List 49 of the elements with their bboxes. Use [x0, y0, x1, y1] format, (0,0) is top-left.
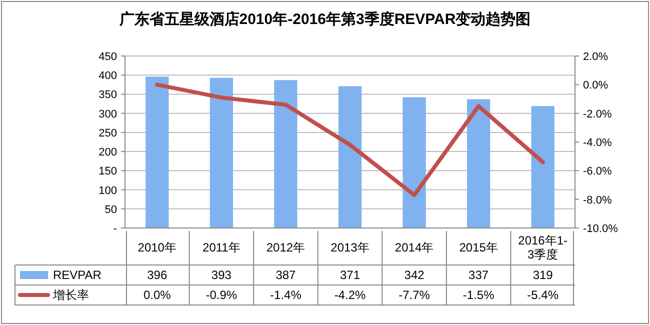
data-label: -7.7% [398, 288, 430, 302]
data-label: -1.4% [270, 288, 302, 302]
legend-label: 增长率 [52, 288, 89, 302]
y-tick-label: - [113, 223, 118, 235]
y2-tick-label: -10.0% [583, 223, 618, 235]
line-series [155, 82, 545, 198]
x-tick-label: 2012年 [266, 240, 306, 254]
y-tick-label: 300 [98, 108, 117, 120]
y-tick-label: 150 [98, 166, 117, 178]
y-tick-label: 350 [98, 89, 117, 102]
data-label: -4.2% [334, 288, 366, 302]
bar [146, 76, 169, 228]
y2-tick-label: -2.0% [583, 108, 612, 120]
data-label: 0.0% [143, 288, 172, 302]
data-label: 319 [532, 268, 554, 282]
y2-tick-label: 0.0% [583, 80, 608, 92]
y-tick-label: 400 [98, 70, 117, 82]
y2-tick-label: -4.0% [583, 137, 612, 149]
legend-label: REVPAR [53, 268, 102, 282]
y-tick-label: 200 [98, 146, 117, 159]
x-tick-label: 2011年 [202, 240, 240, 254]
data-label: -0.9% [206, 288, 238, 302]
bar [402, 97, 426, 228]
bar [338, 86, 362, 228]
x-tick-label: 2010年 [138, 240, 176, 254]
data-label: 342 [404, 268, 425, 282]
y2-tick-label: -8.0% [583, 194, 612, 206]
y2-tick-label: -6.0% [583, 166, 612, 178]
bar [274, 80, 298, 228]
data-label: -5.4% [527, 288, 559, 302]
x-tick-label: 2013年 [330, 240, 370, 254]
y-tick-label: 50 [104, 204, 117, 216]
bar [531, 106, 554, 228]
y2-tick-label: 2.0% [583, 51, 608, 63]
y-tick-label: 450 [98, 51, 117, 63]
chart-title: 广东省五星级酒店2010年-2016年第3季度REVPAR变动趋势图 [118, 10, 531, 28]
bar [467, 99, 490, 228]
x-tick-label: 2015年 [459, 240, 498, 254]
data-label: 371 [340, 268, 360, 282]
data-label: 337 [468, 268, 489, 282]
x-tick-label: 2014年 [394, 240, 434, 254]
x-tick-label: 2016年1-3季度 [518, 234, 568, 262]
data-label: 387 [276, 268, 296, 282]
data-label: -1.5% [462, 288, 495, 302]
y-tick-label: 250 [98, 127, 117, 140]
data-label: 393 [211, 268, 232, 282]
data-label: 396 [147, 268, 168, 282]
y-tick-label: 100 [98, 184, 117, 197]
bar [210, 78, 233, 228]
